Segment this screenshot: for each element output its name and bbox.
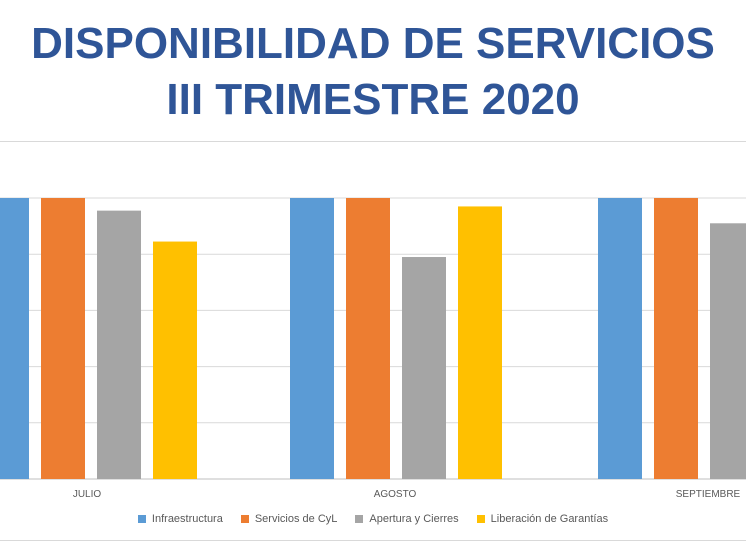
- bar-julio-2: [97, 210, 141, 479]
- legend-label: Liberación de Garantías: [490, 513, 609, 525]
- bar-agosto-2: [402, 257, 446, 479]
- bar-septiembre-2: [710, 223, 746, 479]
- legend-label: Apertura y Cierres: [369, 513, 459, 525]
- bottom-divider: [0, 540, 746, 541]
- legend-label: Infraestructura: [151, 513, 223, 525]
- chart-title-line-1: DISPONIBILIDAD DE SERVICIOS: [31, 19, 715, 68]
- legend-item-liberacion-garantias: Liberación de Garantías: [476, 513, 609, 525]
- top-divider: [0, 141, 746, 142]
- x-tick-label: AGOSTO: [374, 489, 417, 500]
- legend-swatch: [355, 515, 364, 523]
- legend-swatch: [476, 515, 485, 523]
- legend-label: Servicios de CyL: [254, 513, 338, 525]
- legend: Infraestructura Servicios de CyL Apertur…: [0, 513, 746, 525]
- bar-septiembre-0: [598, 198, 642, 479]
- x-tick-label: JULIO: [73, 489, 102, 500]
- legend-swatch: [240, 515, 249, 523]
- bar-julio-1: [41, 198, 85, 479]
- legend-swatch: [137, 515, 146, 523]
- legend-item-infraestructura: Infraestructura: [137, 513, 223, 525]
- bar-julio-3: [153, 241, 197, 479]
- bar-agosto-0: [290, 198, 334, 479]
- legend-item-apertura-cierres: Apertura y Cierres: [355, 513, 459, 525]
- x-tick-label: SEPTIEMBRE: [676, 489, 741, 500]
- legend-item-servicios-cyl: Servicios de CyL: [240, 513, 338, 525]
- bar-agosto-3: [458, 206, 502, 479]
- bar-septiembre-1: [654, 198, 698, 479]
- bar-julio-0: [0, 198, 29, 479]
- chart-title-line-2: III TRIMESTRE 2020: [166, 75, 580, 124]
- bar-agosto-1: [346, 198, 390, 479]
